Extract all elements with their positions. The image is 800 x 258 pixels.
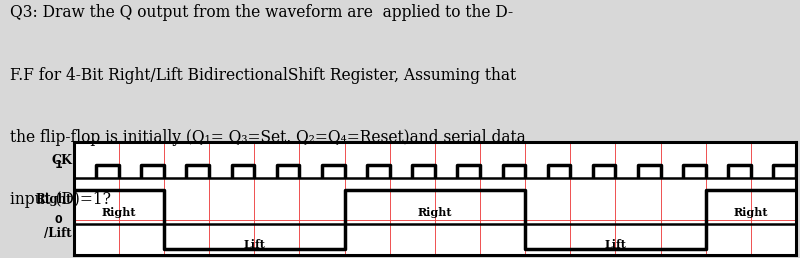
Text: Right: Right (418, 207, 452, 218)
Text: 3: 3 (240, 183, 246, 192)
Text: F.F for 4-Bit Right/Lift BidirectionalShift Register, Assuming that: F.F for 4-Bit Right/Lift BidirectionalSh… (10, 67, 517, 84)
Text: 9: 9 (510, 183, 517, 192)
Text: 5: 5 (330, 183, 336, 192)
Text: Lift: Lift (243, 239, 265, 250)
Text: 6: 6 (375, 183, 382, 192)
Text: 0: 0 (104, 183, 110, 192)
Text: 0: 0 (54, 215, 62, 225)
Text: /Lift: /Lift (44, 227, 72, 240)
Text: input (D)=1?: input (D)=1? (10, 191, 111, 208)
Text: Lift: Lift (605, 239, 626, 250)
Text: 12: 12 (643, 183, 655, 192)
Text: 15: 15 (778, 183, 791, 192)
Text: CK: CK (51, 154, 72, 167)
Text: 4: 4 (285, 183, 291, 192)
Text: the flip-flop is initially (Q₁= Q₃=Set, Q₂=Q₄=Reset)and serial data: the flip-flop is initially (Q₁= Q₃=Set, … (10, 129, 526, 146)
Text: 1: 1 (54, 160, 62, 170)
Text: 11: 11 (598, 183, 610, 192)
Text: 14: 14 (734, 183, 746, 192)
Text: Right: Right (734, 207, 768, 218)
Text: 8: 8 (466, 183, 472, 192)
Text: 10: 10 (553, 183, 565, 192)
Text: 7: 7 (420, 183, 426, 192)
Text: 2: 2 (194, 183, 201, 192)
Text: Q3: Draw the Q output from the waveform are  applied to the D-: Q3: Draw the Q output from the waveform … (10, 4, 514, 21)
Text: 13: 13 (688, 183, 701, 192)
Text: Right: Right (102, 207, 136, 218)
Text: Right: Right (35, 193, 72, 206)
Text: 1: 1 (150, 183, 156, 192)
